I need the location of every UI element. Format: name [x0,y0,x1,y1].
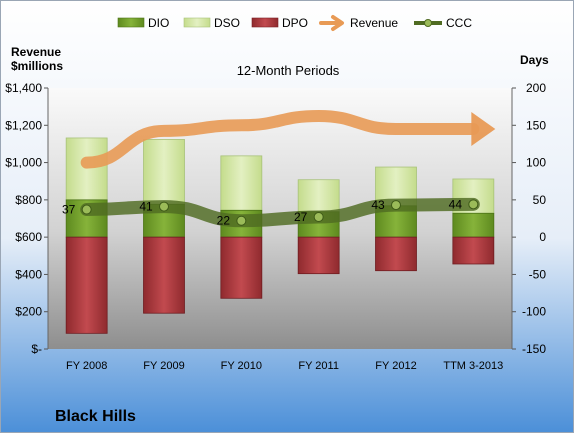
right-axis-ticks: -150 -100 -50 0 50 100 150 200 [511,81,547,356]
legend-swatch-dso [183,17,211,28]
ccc-marker [159,201,169,212]
bar-dpo [452,236,495,265]
ccc-marker [81,204,92,215]
category-label: FY 2012 [375,360,416,372]
ccc-series: 37 41 22 27 43 44 [62,197,480,228]
left-axis-label-line1: Revenue [11,45,61,59]
bar-dso [297,179,340,213]
left-tick-label: $600 [15,230,42,244]
right-axis-label: Days [520,53,549,67]
bar-dio [452,212,495,238]
legend-label-dpo: DPO [282,16,308,30]
legend-swatch-ccc-marker [424,19,432,27]
revenue-line [80,109,480,169]
category-label: FY 2009 [143,360,184,372]
revenue-series [80,109,496,169]
right-tick-label: -100 [522,305,546,319]
left-axis-ticks: $- $200 $400 $600 $800 $1,000 $1,200 $1,400 [5,81,49,356]
legend-swatch-dpo [251,17,279,28]
left-tick-label: $1,000 [5,156,42,170]
left-tick-label: $200 [15,305,42,319]
ccc-marker [391,200,401,211]
right-tick-label: -50 [529,267,547,281]
right-tick-label: 150 [526,118,546,132]
legend-label-ccc: CCC [446,16,472,30]
ccc-data-label: 43 [371,198,385,212]
right-tick-label: 50 [533,193,547,207]
left-axis-label-line2: $millions [11,59,63,73]
category-label: TTM 3-2013 [443,360,503,372]
bars [65,137,495,334]
ccc-marker [236,215,247,226]
ccc-data-label: 22 [217,214,231,228]
company-name: Black Hills [55,408,136,425]
ccc-marker [313,212,324,223]
category-labels: FY 2008 FY 2009 FY 2010 FY 2011 FY 2012 TTM 3… [66,360,503,372]
bar-dpo [143,236,185,314]
ccc-data-label: 41 [139,200,153,214]
right-tick-label: 200 [526,81,546,95]
revenue-arrowhead [471,112,496,147]
chart-title: 12-Month Periods [237,63,340,78]
right-tick-label: 100 [526,156,546,170]
legend-label-dio: DIO [148,16,169,30]
left-tick-label: $400 [15,267,42,281]
legend-swatch-revenue [319,15,344,31]
right-tick-label: 0 [539,230,546,244]
bar-dso [65,137,108,201]
category-label: FY 2010 [221,360,262,372]
left-tick-label: $1,400 [5,81,42,95]
bar-dso [143,139,185,205]
right-tick-label: -150 [522,342,546,356]
bar-dso [220,155,263,211]
bar-dpo [65,236,108,334]
category-label: FY 2011 [298,360,339,372]
ccc-data-label: 44 [449,197,463,211]
ccc-data-label: 37 [62,203,76,217]
ccc-marker [468,199,479,210]
bar-dpo [375,236,417,272]
left-tick-label: $800 [15,193,42,207]
left-tick-label: $1,200 [5,118,42,132]
legend-label-dso: DSO [214,16,240,30]
bar-dpo [220,236,263,299]
category-label: FY 2008 [66,360,107,372]
legend: DIO DSO DPO Revenue CCC [117,15,472,31]
legend-label-revenue: Revenue [350,16,398,30]
ccc-data-label: 27 [294,210,308,224]
bar-dpo [297,236,340,275]
left-tick-label: $- [31,342,42,356]
legend-swatch-dio [117,17,145,28]
